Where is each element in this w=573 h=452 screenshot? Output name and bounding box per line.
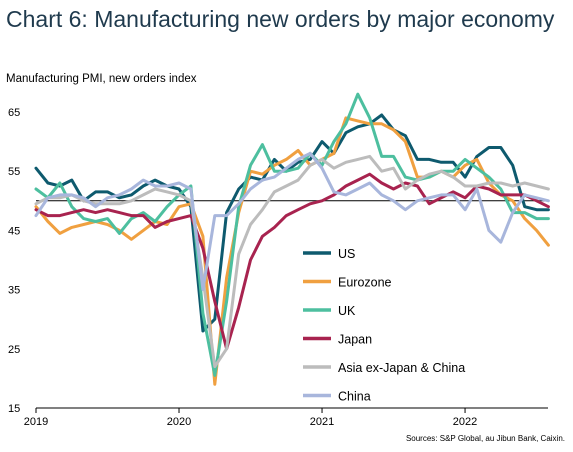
y-tick-label: 45 [8, 225, 20, 237]
series-line-eurozone [34, 116, 550, 386]
y-tick-label: 15 [8, 403, 20, 415]
legend-label: UK [338, 304, 356, 318]
y-tick-label: 25 [8, 344, 20, 356]
x-tick-label: 2021 [310, 416, 334, 428]
x-tick-label: 2020 [167, 416, 191, 428]
legend-label: China [338, 390, 371, 404]
chart-title: Chart 6: Manufacturing new orders by maj… [6, 6, 555, 32]
y-tick-label: 35 [8, 285, 20, 297]
series-line-us [34, 113, 550, 333]
x-tick-label: 2022 [453, 416, 477, 428]
series-lines [34, 92, 550, 386]
axes: 15 25 35 45 55 65 2019 2020 2021 2022 [8, 107, 548, 428]
series-line-uk [34, 92, 550, 377]
series-line-japan [34, 172, 550, 351]
chart-subtitle: Manufacturing PMI, new orders index [6, 73, 197, 85]
legend-label: Eurozone [338, 276, 392, 290]
chart-source: Sources: S&P Global, au Jibun Bank, Caix… [405, 434, 565, 443]
series-line-asia-ex-japan-china [34, 154, 550, 369]
y-tick-label: 55 [8, 166, 20, 178]
x-tick-label: 2019 [24, 416, 48, 428]
legend-label: Japan [338, 333, 372, 347]
legend: US Eurozone UK Japan Asia ex-Japan & China Ch… [303, 247, 465, 404]
y-tick-label: 65 [8, 107, 20, 119]
series-line-china [34, 151, 550, 292]
legend-label: Asia ex-Japan & China [338, 361, 465, 375]
legend-label: US [338, 247, 355, 261]
